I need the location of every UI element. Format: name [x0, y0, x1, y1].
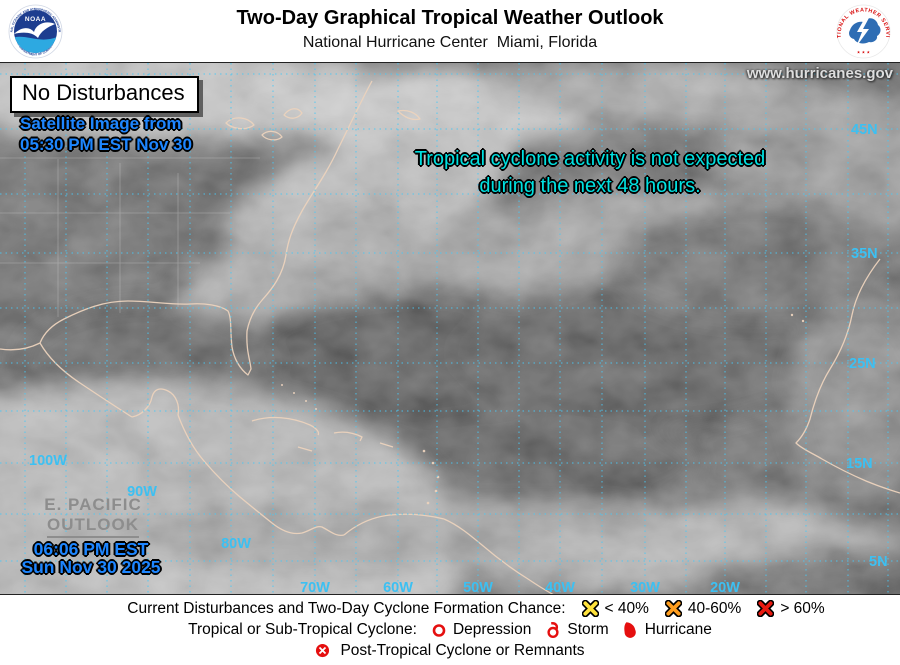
noaa-logo-text: NOAA: [25, 16, 46, 23]
formation-chance-label: Current Disturbances and Two-Day Cyclone…: [127, 599, 566, 617]
lon-label-70w: 70W: [300, 580, 330, 595]
lat-label-15n: 15N: [846, 456, 873, 472]
depression-label: Depression: [452, 620, 532, 638]
lon-label-40w: 40W: [545, 580, 575, 595]
hurricane-label: Hurricane: [644, 620, 712, 638]
chance-high-item: > 60%: [757, 599, 825, 618]
depression-icon: [431, 622, 447, 638]
chance-low-item: < 40%: [581, 599, 649, 618]
x-mark-red-icon: [757, 600, 775, 617]
x-mark-orange-icon: [664, 600, 682, 617]
island-dots: [281, 313, 805, 505]
nws-logo-icon: NATIONAL WEATHER SERVICE ★ ★ ★: [836, 4, 891, 59]
lat-label-35n: 35N: [851, 246, 878, 262]
chance-medium-label: 40-60%: [687, 599, 742, 617]
chance-high-label: > 60%: [780, 599, 825, 617]
lat-label-5n: 5N: [869, 554, 888, 570]
hurricane-item: Hurricane: [623, 621, 712, 639]
storm-label: Storm: [567, 620, 609, 638]
lon-label-90w: 90W: [127, 484, 157, 500]
grid-labels: 45N 35N 25N 15N 5N 70W 60W 50W 40W 30W 2…: [29, 122, 888, 595]
post-tropical-label: Post-Tropical Cyclone or Remnants: [340, 641, 585, 659]
lon-label-20w: 20W: [710, 580, 740, 595]
lat-label-25n: 25N: [849, 356, 876, 372]
storm-item: Storm: [545, 620, 609, 639]
storm-icon: [545, 621, 561, 639]
legend-cyclone-row: Tropical or Sub-Tropical Cyclone: Depres…: [0, 619, 900, 640]
depression-item: Depression: [431, 621, 531, 639]
lon-label-30w: 30W: [630, 580, 660, 595]
lat-label-45n: 45N: [851, 122, 878, 138]
lon-label-60w: 60W: [383, 580, 413, 595]
latlon-grid: [0, 63, 900, 594]
page-subtitle: National Hurricane Center Miami, Florida: [302, 34, 598, 51]
satellite-imagery: 45N 35N 25N 15N 5N 70W 60W 50W 40W 30W 2…: [0, 63, 900, 595]
chance-low-label: < 40%: [604, 599, 649, 617]
header: NATIONAL OCEANIC AND ATMOSPHERIC ADMINIS…: [0, 0, 900, 62]
post-tropical-icon: [315, 643, 330, 658]
page-title: Two-Day Graphical Tropical Weather Outlo…: [236, 7, 664, 29]
legend-formation-row: Current Disturbances and Two-Day Cyclone…: [26, 598, 900, 619]
coastlines: [0, 80, 900, 594]
cyclone-type-label: Tropical or Sub-Tropical Cyclone:: [188, 620, 417, 638]
lon-label-50w: 50W: [463, 580, 493, 595]
lon-label-80w: 80W: [221, 536, 251, 552]
legend-post-tropical-row: Post-Tropical Cyclone or Remnants: [0, 640, 900, 661]
hurricane-icon: [623, 621, 639, 639]
lon-label-100w: 100W: [29, 453, 67, 469]
noaa-logo-icon: NATIONAL OCEANIC AND ATMOSPHERIC ADMINIS…: [8, 4, 63, 59]
nws-stars: ★ ★ ★: [857, 50, 871, 55]
satellite-map: 45N 35N 25N 15N 5N 70W 60W 50W 40W 30W 2…: [0, 62, 900, 595]
chance-medium-item: 40-60%: [664, 599, 742, 618]
state-borders: [0, 157, 260, 317]
x-mark-yellow-icon: [581, 600, 599, 617]
legend: Current Disturbances and Two-Day Cyclone…: [0, 595, 900, 665]
